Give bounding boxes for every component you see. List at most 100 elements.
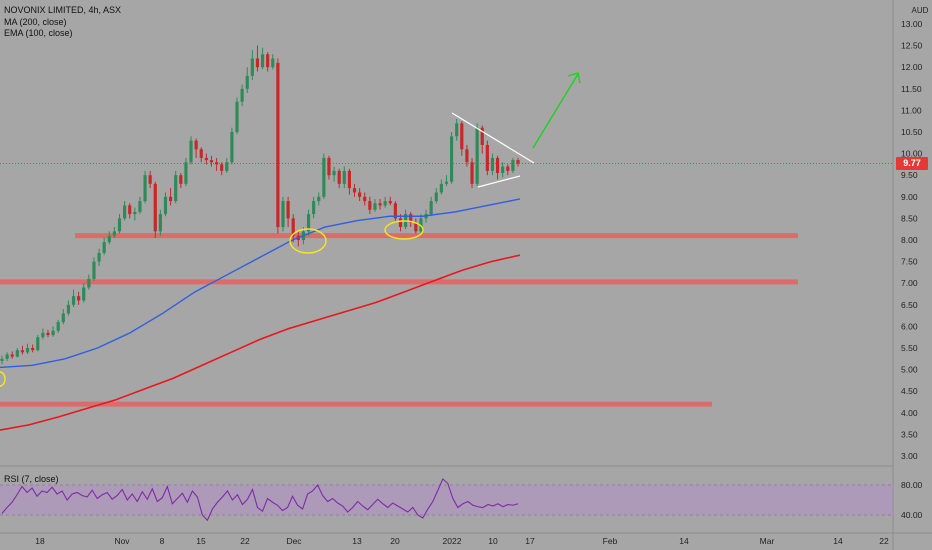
candle-body <box>373 203 377 210</box>
price-tick-label: 10.00 <box>901 149 923 159</box>
candle-body <box>358 192 362 197</box>
candle-body <box>393 203 397 219</box>
time-tick-label: 14 <box>833 536 843 546</box>
candle-body <box>20 350 25 353</box>
price-tick-label: 11.00 <box>901 105 922 115</box>
candle-body <box>179 175 183 184</box>
support-zone <box>0 401 712 407</box>
time-tick-label: 13 <box>352 536 362 546</box>
highlight-circle <box>289 228 327 254</box>
candle-body <box>92 261 96 279</box>
candle-body <box>347 170 351 189</box>
candle-body <box>342 170 346 184</box>
candle-body <box>36 337 40 351</box>
candle-body <box>363 196 367 202</box>
time-tick-label: 20 <box>390 536 400 546</box>
candle-body <box>82 287 86 301</box>
price-tick-label: 7.50 <box>901 257 918 267</box>
candle-body <box>41 332 45 338</box>
arrow-head <box>567 72 581 84</box>
candle-body <box>317 196 321 202</box>
candle-body <box>61 313 65 323</box>
price-tick-label: 4.00 <box>901 408 918 418</box>
support-zone <box>0 279 798 285</box>
rsi-label[interactable]: RSI (7, close) <box>4 474 59 484</box>
candle-body <box>480 127 484 145</box>
candle-body <box>383 201 387 206</box>
candle-body <box>255 58 260 68</box>
candle-body <box>337 170 341 184</box>
last-price-tag: 9.77 <box>896 157 928 170</box>
legend-ema[interactable]: EMA (100, close) <box>4 28 73 38</box>
candle-body <box>485 144 489 171</box>
candle-body <box>5 354 9 359</box>
candle-body <box>266 54 270 68</box>
time-tick-label: Dec <box>286 536 302 546</box>
candle-body <box>460 123 464 150</box>
price-tick-label: 6.00 <box>901 321 918 331</box>
arrow-shaft <box>532 73 579 149</box>
candle-body <box>107 235 111 243</box>
candle-body <box>10 354 14 357</box>
candle-body <box>470 162 474 184</box>
candle-body <box>506 166 510 171</box>
candle-body <box>235 101 239 132</box>
candle-body <box>143 175 147 202</box>
candle-body <box>352 188 357 193</box>
time-tick-label: 14 <box>679 536 689 546</box>
price-tick-label: 8.50 <box>901 213 918 223</box>
price-tick-label: 7.00 <box>901 278 918 288</box>
price-tick-label: 5.00 <box>901 365 918 375</box>
rsi-line <box>1 478 519 522</box>
candle-body <box>117 218 122 232</box>
price-tick-label: 5.50 <box>901 343 918 353</box>
candle-body <box>291 218 295 236</box>
candle-body <box>112 231 116 236</box>
candle-body <box>204 157 208 161</box>
candle-body <box>240 88 244 102</box>
candle-body <box>123 205 127 219</box>
time-tick-label: Feb <box>603 536 618 546</box>
time-tick-label: Nov <box>114 536 130 546</box>
price-tick-label: 12.00 <box>901 62 923 72</box>
candle-body <box>51 330 55 336</box>
time-tick-label: 10 <box>488 536 498 546</box>
candle-body <box>77 296 81 301</box>
triangle-lower-line <box>477 175 521 188</box>
price-tick-label: 3.50 <box>901 429 918 439</box>
time-tick-label: 18 <box>35 536 45 546</box>
candle-body <box>322 157 326 197</box>
candle-body <box>250 58 254 76</box>
candle-body <box>56 322 60 331</box>
candle-body <box>332 170 336 176</box>
candle-body <box>450 136 454 182</box>
time-tick-label: 2022 <box>443 536 462 546</box>
candle-body <box>148 175 152 184</box>
candle-body <box>66 304 70 314</box>
rsi-tick-label: 80.00 <box>901 480 923 490</box>
candle-body <box>133 211 137 215</box>
candle-body <box>434 192 438 202</box>
candle-body <box>199 149 203 158</box>
candle-body <box>169 196 173 202</box>
highlight-circle <box>0 371 6 387</box>
candle-body <box>414 222 418 232</box>
candle-body <box>378 203 382 206</box>
price-tick-label: 13.00 <box>901 19 923 29</box>
candle-body <box>15 350 19 357</box>
ma200-line <box>0 254 521 431</box>
candle-body <box>138 201 142 212</box>
candle-body <box>225 162 229 171</box>
legend-ma[interactable]: MA (200, close) <box>4 16 67 27</box>
candle-body <box>158 214 162 232</box>
candle-body <box>25 348 30 353</box>
time-tick-label: 8 <box>160 536 165 546</box>
candle-body <box>501 166 505 174</box>
candle-body <box>306 214 311 232</box>
candle-body <box>444 181 449 184</box>
candle-body <box>465 149 469 163</box>
candle-body <box>163 196 168 215</box>
price-tick-label: 3.00 <box>901 451 918 461</box>
candle-body <box>174 175 178 202</box>
